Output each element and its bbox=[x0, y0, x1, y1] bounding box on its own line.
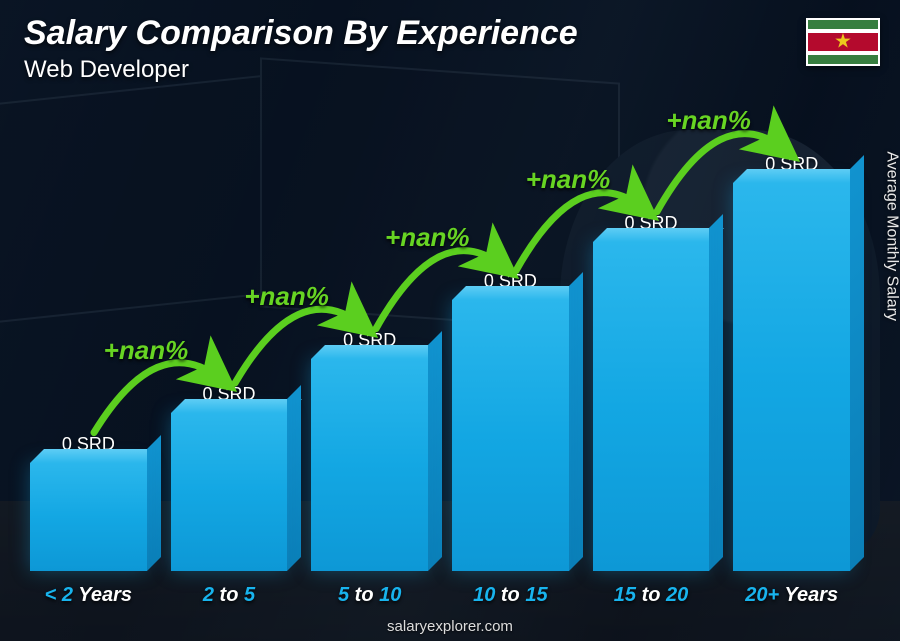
bar-slot: 0 SRD bbox=[171, 120, 288, 571]
footer-attribution: salaryexplorer.com bbox=[0, 618, 900, 635]
x-tick: 20+ Years bbox=[733, 584, 850, 607]
bar bbox=[30, 463, 147, 571]
x-tick: 2 to 5 bbox=[171, 584, 288, 607]
bar-chart: 0 SRD0 SRD0 SRD0 SRD0 SRD0 SRD bbox=[30, 120, 850, 571]
bar bbox=[311, 359, 428, 571]
x-tick: 5 to 10 bbox=[311, 584, 428, 607]
x-tick: 15 to 20 bbox=[593, 584, 710, 607]
x-tick: < 2 Years bbox=[30, 584, 147, 607]
y-axis-label: Average Monthly Salary bbox=[883, 151, 900, 321]
chart-title: Salary Comparison By Experience bbox=[24, 14, 578, 53]
country-flag-suriname: ★ bbox=[806, 18, 880, 66]
bar-slot: 0 SRD bbox=[452, 120, 569, 571]
bar-slot: 0 SRD bbox=[30, 120, 147, 571]
bar bbox=[171, 413, 288, 571]
bar bbox=[452, 300, 569, 571]
bar-slot: 0 SRD bbox=[311, 120, 428, 571]
chart-subtitle: Web Developer bbox=[24, 56, 189, 84]
bar-slot: 0 SRD bbox=[593, 120, 710, 571]
bar bbox=[733, 183, 850, 571]
bar-slot: 0 SRD bbox=[733, 120, 850, 571]
bar bbox=[593, 242, 710, 571]
infographic-stage: Salary Comparison By Experience Web Deve… bbox=[0, 0, 900, 641]
x-tick: 10 to 15 bbox=[452, 584, 569, 607]
x-axis: < 2 Years 2 to 5 5 to 10 10 to 15 15 to 20 20… bbox=[30, 584, 850, 607]
